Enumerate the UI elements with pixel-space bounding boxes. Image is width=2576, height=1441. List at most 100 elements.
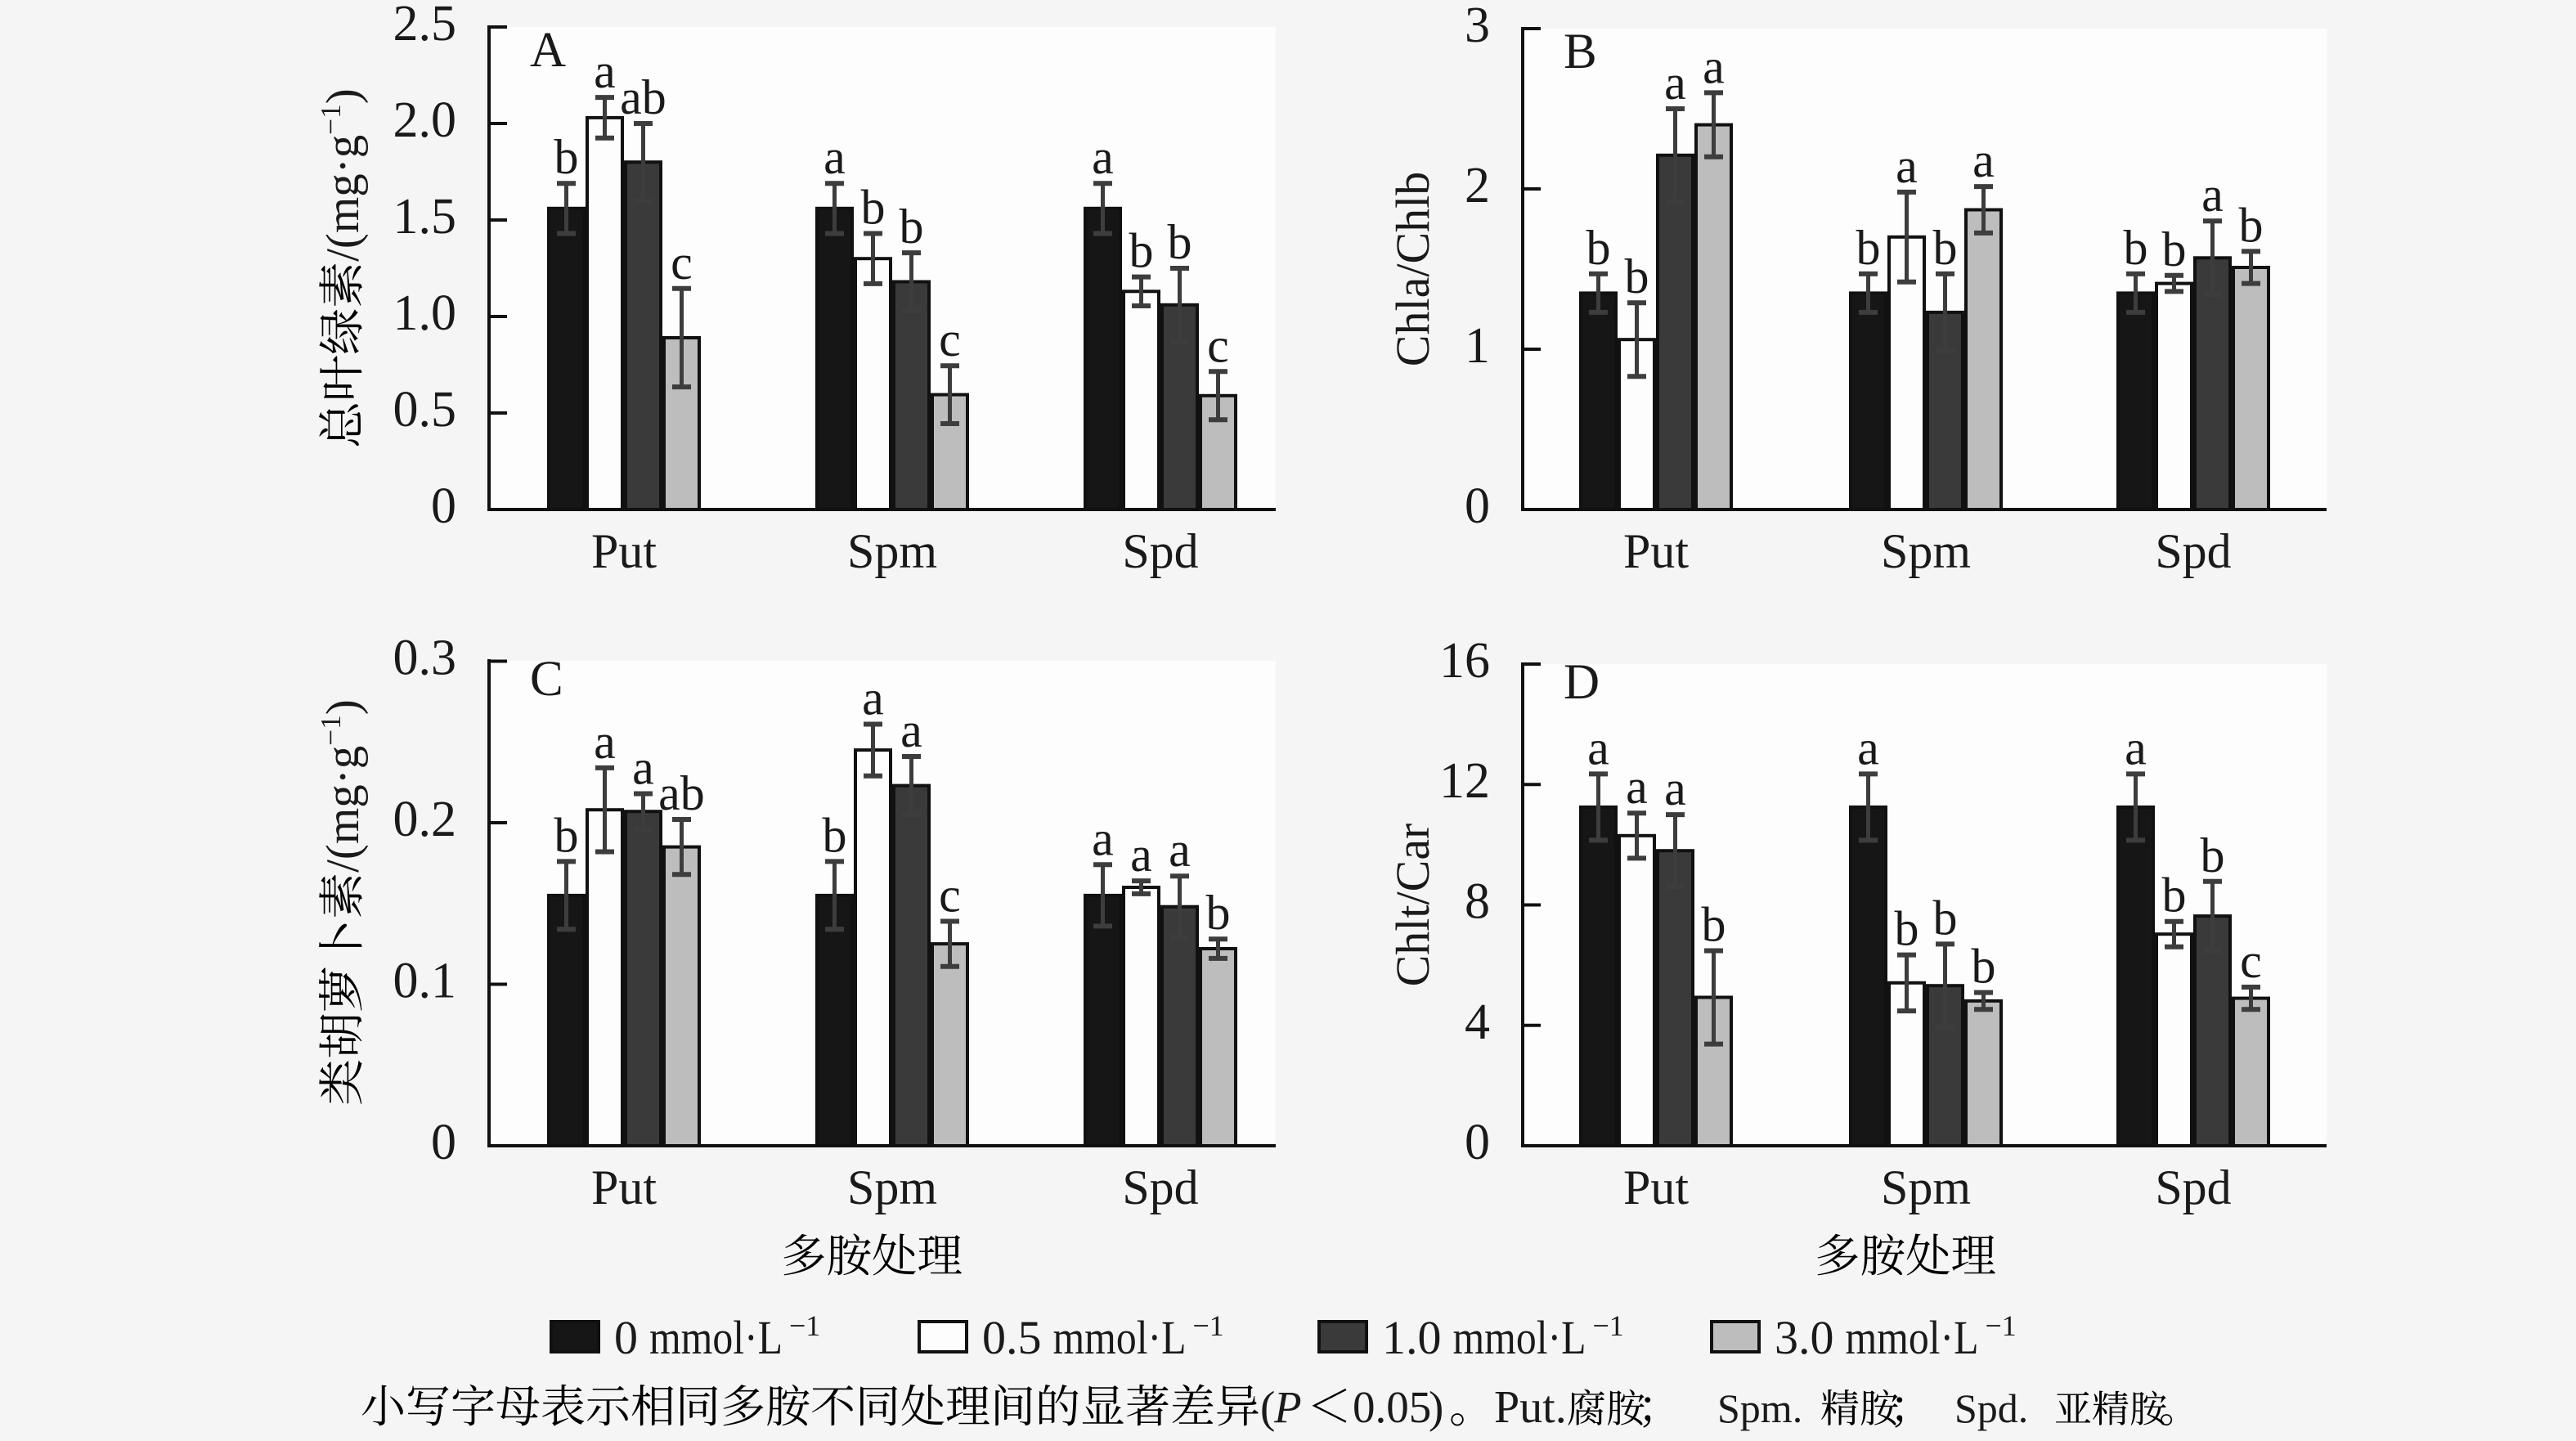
- svg-text:b: b: [1168, 215, 1192, 269]
- svg-text:b: b: [1625, 249, 1649, 303]
- svg-text:8: 8: [1465, 874, 1490, 930]
- svg-text:Spm.: Spm.: [1717, 1385, 1802, 1431]
- svg-text:0.1: 0.1: [393, 954, 457, 1009]
- svg-text:−1: −1: [1986, 1309, 2017, 1342]
- svg-text:−1: −1: [1593, 1309, 1624, 1342]
- svg-text:c: c: [939, 869, 961, 923]
- svg-text:0.05: 0.05: [1353, 1382, 1431, 1432]
- svg-text:a: a: [1664, 56, 1686, 110]
- svg-text:1.0: 1.0: [393, 285, 457, 341]
- svg-text:a: a: [1857, 720, 1879, 774]
- svg-text:2.0: 2.0: [393, 92, 457, 148]
- svg-text:0: 0: [1465, 478, 1490, 534]
- svg-text:a: a: [1092, 811, 1114, 865]
- svg-text:a: a: [862, 671, 884, 725]
- svg-text:3.0: 3.0: [1775, 1311, 1834, 1364]
- svg-text:1: 1: [1465, 318, 1490, 374]
- svg-text:B: B: [1564, 25, 1597, 79]
- svg-text:b: b: [1895, 902, 1919, 956]
- svg-text:b: b: [2201, 828, 2225, 882]
- svg-text:b: b: [861, 181, 886, 235]
- svg-text:0: 0: [431, 478, 456, 534]
- svg-text:Spd.: Spd.: [1954, 1385, 2028, 1431]
- svg-text:16: 16: [1439, 633, 1490, 689]
- svg-text:): ): [1429, 1382, 1443, 1432]
- svg-text:a: a: [1587, 720, 1609, 774]
- svg-text:b: b: [900, 200, 924, 254]
- svg-text:−1: −1: [789, 1309, 820, 1342]
- svg-text:a: a: [1169, 823, 1191, 877]
- svg-text:a: a: [1703, 39, 1725, 93]
- svg-text:0.5: 0.5: [393, 382, 457, 438]
- svg-text:b: b: [1933, 221, 1958, 275]
- svg-text:a: a: [900, 703, 922, 757]
- svg-text:Spd: Spd: [2155, 1160, 2231, 1214]
- svg-text:a: a: [1972, 133, 1995, 187]
- svg-text:b: b: [823, 808, 847, 862]
- svg-text:b: b: [1933, 891, 1958, 945]
- svg-text:a: a: [594, 44, 616, 98]
- svg-text:b: b: [2162, 222, 2187, 276]
- svg-text:a: a: [2125, 720, 2147, 774]
- svg-text:D: D: [1564, 655, 1600, 710]
- svg-text:a: a: [1626, 760, 1648, 814]
- svg-text:2: 2: [1465, 158, 1490, 213]
- svg-text:0: 0: [431, 1115, 456, 1170]
- svg-text:C: C: [530, 652, 563, 707]
- svg-text:mmol·L: mmol·L: [1053, 1311, 1187, 1364]
- svg-text:ab: ab: [620, 70, 666, 124]
- svg-text:0.2: 0.2: [393, 792, 457, 847]
- svg-text:b: b: [1129, 224, 1154, 278]
- svg-text:b: b: [2239, 198, 2264, 252]
- svg-text:0.5: 0.5: [982, 1311, 1042, 1364]
- svg-text:b: b: [554, 808, 579, 862]
- svg-text:c: c: [1207, 318, 1229, 372]
- svg-text:b: b: [2124, 221, 2148, 275]
- svg-text:Spm: Spm: [847, 524, 937, 578]
- svg-text:a: a: [824, 130, 846, 184]
- svg-text:b: b: [1702, 898, 1726, 952]
- svg-text:b: b: [1586, 221, 1611, 275]
- svg-text:a: a: [1664, 761, 1686, 815]
- svg-text:Spm: Spm: [1881, 1160, 1971, 1214]
- svg-text:a: a: [594, 715, 616, 769]
- svg-text:0: 0: [614, 1311, 638, 1364]
- svg-text:4: 4: [1465, 994, 1490, 1050]
- svg-text:Put: Put: [1623, 524, 1689, 578]
- svg-text:A: A: [530, 23, 566, 78]
- svg-text:a: a: [1130, 828, 1152, 882]
- svg-text:Put: Put: [1623, 1160, 1689, 1214]
- svg-text:c: c: [2240, 934, 2262, 988]
- svg-text:mmol·L: mmol·L: [1846, 1311, 1979, 1364]
- svg-text:3: 3: [1465, 0, 1490, 53]
- svg-text:a: a: [632, 741, 654, 795]
- svg-text:Put: Put: [591, 524, 657, 578]
- svg-text:Spd: Spd: [1122, 1160, 1198, 1214]
- svg-text:Chlt/Car: Chlt/Car: [1386, 824, 1439, 987]
- svg-text:b: b: [554, 130, 579, 184]
- svg-text:−1: −1: [1193, 1309, 1224, 1342]
- svg-text:Spm: Spm: [1881, 524, 1971, 578]
- svg-text:1.0: 1.0: [1382, 1311, 1442, 1364]
- svg-text:b: b: [2162, 869, 2187, 923]
- svg-text:Put.: Put.: [1494, 1382, 1567, 1433]
- svg-text:c: c: [939, 312, 961, 366]
- svg-text:mmol·L: mmol·L: [649, 1311, 783, 1364]
- svg-text:ab: ab: [658, 766, 705, 820]
- svg-text:0: 0: [1465, 1115, 1490, 1170]
- svg-text:c: c: [671, 236, 693, 290]
- svg-text:a: a: [1896, 139, 1918, 193]
- svg-text:mmol·L: mmol·L: [1453, 1311, 1586, 1364]
- svg-text:Chla/Chlb: Chla/Chlb: [1386, 172, 1439, 366]
- svg-text:P: P: [1273, 1382, 1302, 1432]
- svg-text:0.3: 0.3: [393, 631, 457, 686]
- svg-text:b: b: [1856, 221, 1881, 275]
- svg-text:(: (: [1260, 1382, 1275, 1432]
- svg-text:b: b: [1972, 940, 1996, 994]
- svg-text:12: 12: [1439, 753, 1490, 809]
- svg-text:a: a: [1092, 130, 1114, 184]
- svg-text:Spd: Spd: [2155, 524, 2231, 578]
- svg-text:b: b: [1206, 886, 1231, 940]
- svg-text:Spm: Spm: [847, 1160, 937, 1214]
- svg-text:Put: Put: [591, 1160, 657, 1214]
